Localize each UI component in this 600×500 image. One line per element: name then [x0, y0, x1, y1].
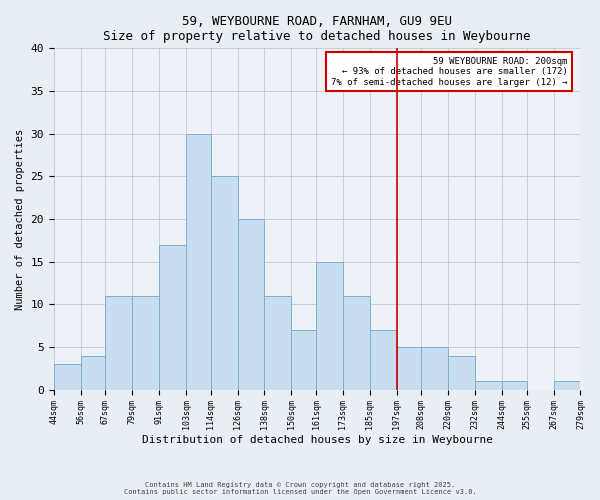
Bar	[554, 381, 580, 390]
Bar	[186, 134, 211, 390]
Text: Contains HM Land Registry data © Crown copyright and database right 2025.
Contai: Contains HM Land Registry data © Crown c…	[124, 482, 476, 495]
Y-axis label: Number of detached properties: Number of detached properties	[15, 128, 25, 310]
Bar	[370, 330, 397, 390]
Bar	[211, 176, 238, 390]
Title: 59, WEYBOURNE ROAD, FARNHAM, GU9 9EU
Size of property relative to detached house: 59, WEYBOURNE ROAD, FARNHAM, GU9 9EU Siz…	[103, 15, 531, 43]
Bar	[343, 296, 370, 390]
Bar	[448, 356, 475, 390]
Bar	[502, 381, 527, 390]
Bar	[159, 244, 186, 390]
Bar	[106, 296, 132, 390]
Bar	[421, 347, 448, 390]
Text: 59 WEYBOURNE ROAD: 200sqm
← 93% of detached houses are smaller (172)
7% of semi-: 59 WEYBOURNE ROAD: 200sqm ← 93% of detac…	[331, 57, 568, 86]
Bar	[475, 381, 502, 390]
Bar	[80, 356, 106, 390]
Bar	[54, 364, 80, 390]
Bar	[316, 262, 343, 390]
Bar	[397, 347, 421, 390]
Bar	[132, 296, 159, 390]
Bar	[238, 219, 265, 390]
Bar	[265, 296, 292, 390]
X-axis label: Distribution of detached houses by size in Weybourne: Distribution of detached houses by size …	[142, 435, 493, 445]
Bar	[292, 330, 316, 390]
